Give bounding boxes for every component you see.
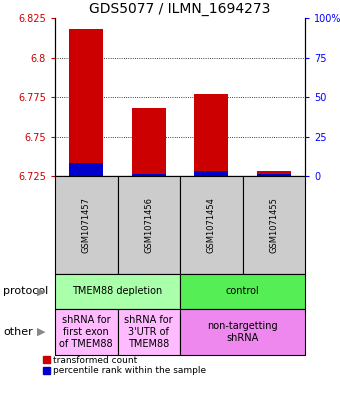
Bar: [194, 171, 228, 176]
Bar: [118, 309, 180, 355]
Bar: [180, 274, 305, 309]
Text: protocol: protocol: [3, 286, 49, 296]
Bar: [55, 309, 118, 355]
Bar: [242, 176, 305, 274]
Text: other: other: [3, 327, 33, 337]
Bar: [69, 29, 103, 176]
Text: shRNA for
first exon
of TMEM88: shRNA for first exon of TMEM88: [59, 316, 113, 349]
Bar: [180, 309, 305, 355]
Bar: [118, 176, 180, 274]
Bar: [132, 174, 166, 176]
Bar: [180, 176, 242, 274]
Legend: transformed count, percentile rank within the sample: transformed count, percentile rank withi…: [42, 356, 206, 375]
Text: non-targetting
shRNA: non-targetting shRNA: [207, 321, 278, 343]
Text: GSM1071457: GSM1071457: [82, 197, 91, 253]
Text: shRNA for
3'UTR of
TMEM88: shRNA for 3'UTR of TMEM88: [124, 316, 173, 349]
Title: GDS5077 / ILMN_1694273: GDS5077 / ILMN_1694273: [89, 2, 271, 16]
Bar: [257, 171, 291, 176]
Text: ▶: ▶: [37, 327, 46, 337]
Text: GSM1071454: GSM1071454: [207, 197, 216, 253]
Bar: [257, 174, 291, 176]
Bar: [194, 94, 228, 176]
Text: GSM1071455: GSM1071455: [269, 197, 278, 253]
Text: GSM1071456: GSM1071456: [144, 197, 153, 253]
Bar: [55, 274, 180, 309]
Text: ▶: ▶: [37, 286, 46, 296]
Bar: [55, 176, 118, 274]
Bar: [132, 108, 166, 176]
Text: TMEM88 depletion: TMEM88 depletion: [72, 286, 163, 296]
Text: control: control: [226, 286, 259, 296]
Bar: [69, 163, 103, 176]
